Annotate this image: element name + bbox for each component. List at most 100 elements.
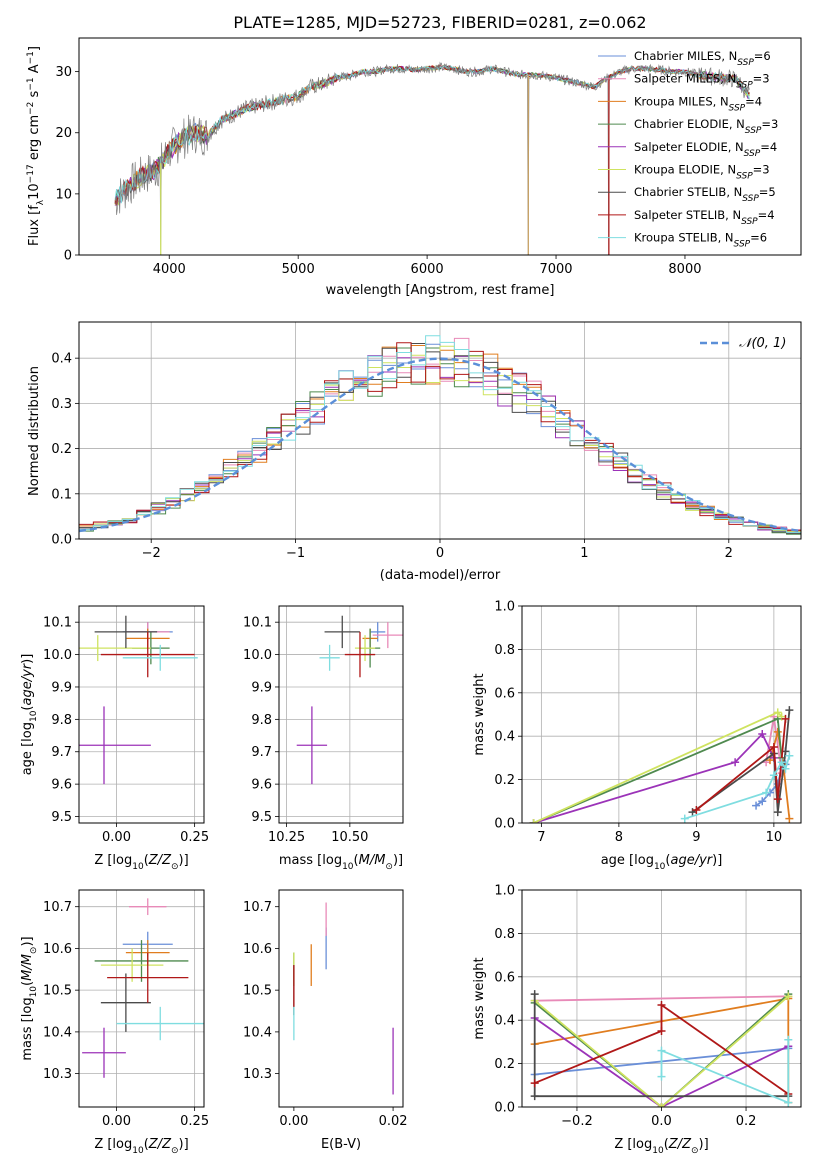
y-tick-label: 10.1	[43, 616, 72, 631]
x-tick-label: 0.02	[379, 1114, 408, 1129]
y-tick-label: 0.2	[494, 773, 515, 788]
label-part: λ	[36, 199, 46, 205]
label-part: A	[27, 64, 42, 77]
panel-age-vs-mass: 10.25 10.50 9.5 9.6 9.7 9.8 9.9 10.0 10.1 mass [l…	[243, 605, 404, 872]
label-part: Flux [f	[27, 205, 42, 246]
y-tick-label: 10.3	[43, 1067, 72, 1082]
y-tick-label: 10.1	[243, 616, 272, 631]
label-part: ⊙	[29, 947, 39, 955]
label-part: Z [log	[94, 1137, 132, 1152]
weight-marker	[773, 808, 782, 817]
label-part: (	[664, 1137, 669, 1152]
errorbar-salpeter-miles	[372, 622, 403, 649]
label-part: =3	[753, 72, 770, 86]
panel-spectrum: 4000 5000 6000 7000 8000 0 10 20 30 wavelength [A…	[26, 37, 802, 298]
label-part: SSP	[736, 172, 753, 182]
x-tick-label: −2	[142, 546, 161, 561]
weight-marker	[692, 805, 701, 814]
y-tick-label: 10.5	[243, 984, 272, 999]
weight-line-salpeter-elodie	[534, 1017, 789, 1107]
weight-marker	[530, 1092, 539, 1101]
label-part: =3	[761, 117, 778, 131]
weight-marker	[657, 1027, 666, 1036]
y-tick-label: 10.6	[243, 942, 272, 957]
errorbar-chabrier-stelib	[100, 973, 151, 1032]
label-part: SSP	[734, 240, 751, 250]
label-part: =3	[753, 163, 770, 177]
y-tick-label: 0.6	[494, 686, 515, 701]
x-tick-label: 10	[766, 830, 783, 845]
y-axis-label: age [log10(age/yr)]	[20, 654, 39, 776]
y-tick-label: 0	[64, 249, 72, 264]
y-tick-label: 10.0	[43, 648, 72, 663]
weight-marker	[657, 1103, 666, 1107]
label-part: (	[354, 853, 359, 868]
x-tick-label: 8000	[668, 262, 701, 277]
label-part: s	[27, 90, 42, 101]
plot-area-mass-vs-Z	[82, 898, 204, 1078]
errorbar-salpeter-miles	[129, 898, 167, 916]
x-axis-label: Z [log10(Z/Z⊙)]	[614, 1137, 708, 1156]
x-tick-label: −0.2	[561, 1114, 593, 1129]
label-part: SSP	[745, 126, 762, 136]
y-tick-label: 0.8	[494, 927, 515, 942]
x-axis-label: mass [log10(M/M⊙)]	[279, 853, 403, 872]
errorbar-kroupa-elodie	[354, 635, 376, 662]
label-part: age [log	[601, 853, 654, 868]
label-part: SSP	[742, 194, 759, 204]
plot-area-spectrum	[114, 61, 750, 255]
x-tick-label: 6000	[411, 262, 444, 277]
legend-label-normal: 𝒩(0, 1)	[739, 336, 786, 351]
plot-area-mass-vs-EBV	[293, 902, 394, 1095]
y-tick-label: 0.2	[51, 442, 72, 457]
axis-frame	[78, 605, 205, 824]
legend-label-kroupa-elodie: Kroupa ELODIE, NSSP=3	[634, 163, 770, 182]
x-tick-label: 1	[580, 546, 588, 561]
legend-label-salpeter-miles: Salpeter MILES, NSSP=3	[634, 72, 770, 91]
label-part: ⊙	[691, 1146, 699, 1156]
plot-area-weight-vs-Z	[530, 990, 793, 1107]
x-axis-label: age [log10(age/yr)]	[601, 853, 723, 872]
label-part: )]	[699, 1137, 709, 1152]
legend-label-kroupa-miles: Kroupa MILES, NSSP=4	[634, 94, 762, 113]
legend-label-salpeter-stelib: Salpeter STELIB, NSSP=4	[634, 208, 775, 227]
label-part: ⊙	[171, 1146, 179, 1156]
label-part: 10	[29, 986, 39, 998]
x-axis-label: wavelength [Angstrom, rest frame]	[326, 283, 555, 298]
label-part: erg cm	[27, 115, 42, 164]
label-part: 10	[654, 862, 666, 872]
label-part: (	[144, 1137, 149, 1152]
errorbar-chabrier-elodie	[94, 940, 189, 982]
weight-marker	[785, 751, 794, 760]
label-part: Z/Z	[148, 853, 172, 868]
label-part: Z [log	[94, 853, 132, 868]
y-tick-label: 9.7	[51, 745, 72, 760]
normal-curve	[79, 357, 801, 533]
y-axis-label: mass [log10(M/M⊙)]	[20, 936, 39, 1060]
y-tick-label: 0.0	[494, 817, 515, 832]
errorbar-kroupa-stelib	[319, 644, 340, 671]
label-part: Kroupa MILES, N	[634, 94, 729, 108]
weight-marker	[758, 797, 767, 806]
label-part: )]	[712, 853, 722, 868]
y-tick-label: 10.4	[43, 1025, 72, 1040]
axis-frame	[78, 889, 205, 1108]
y-tick-label: 10.7	[243, 900, 272, 915]
x-tick-label: 10.25	[268, 830, 305, 845]
weight-marker	[784, 992, 793, 1001]
weight-marker	[657, 1046, 666, 1055]
label-part: =6	[754, 49, 771, 63]
label-part: 10	[652, 1146, 664, 1156]
label-part: M/M	[20, 954, 35, 981]
x-tick-label: 0.0	[651, 1114, 672, 1129]
x-tick-label: 7	[537, 830, 545, 845]
weight-marker	[769, 743, 778, 752]
axis-frame	[278, 889, 404, 1108]
x-tick-label: 0	[436, 546, 444, 561]
y-tick-label: 0.4	[494, 730, 515, 745]
y-tick-label: 0.4	[494, 1014, 515, 1029]
label-part: ⊙	[385, 862, 393, 872]
x-tick-label: 7000	[539, 262, 572, 277]
x-tick-label: 2	[725, 546, 733, 561]
